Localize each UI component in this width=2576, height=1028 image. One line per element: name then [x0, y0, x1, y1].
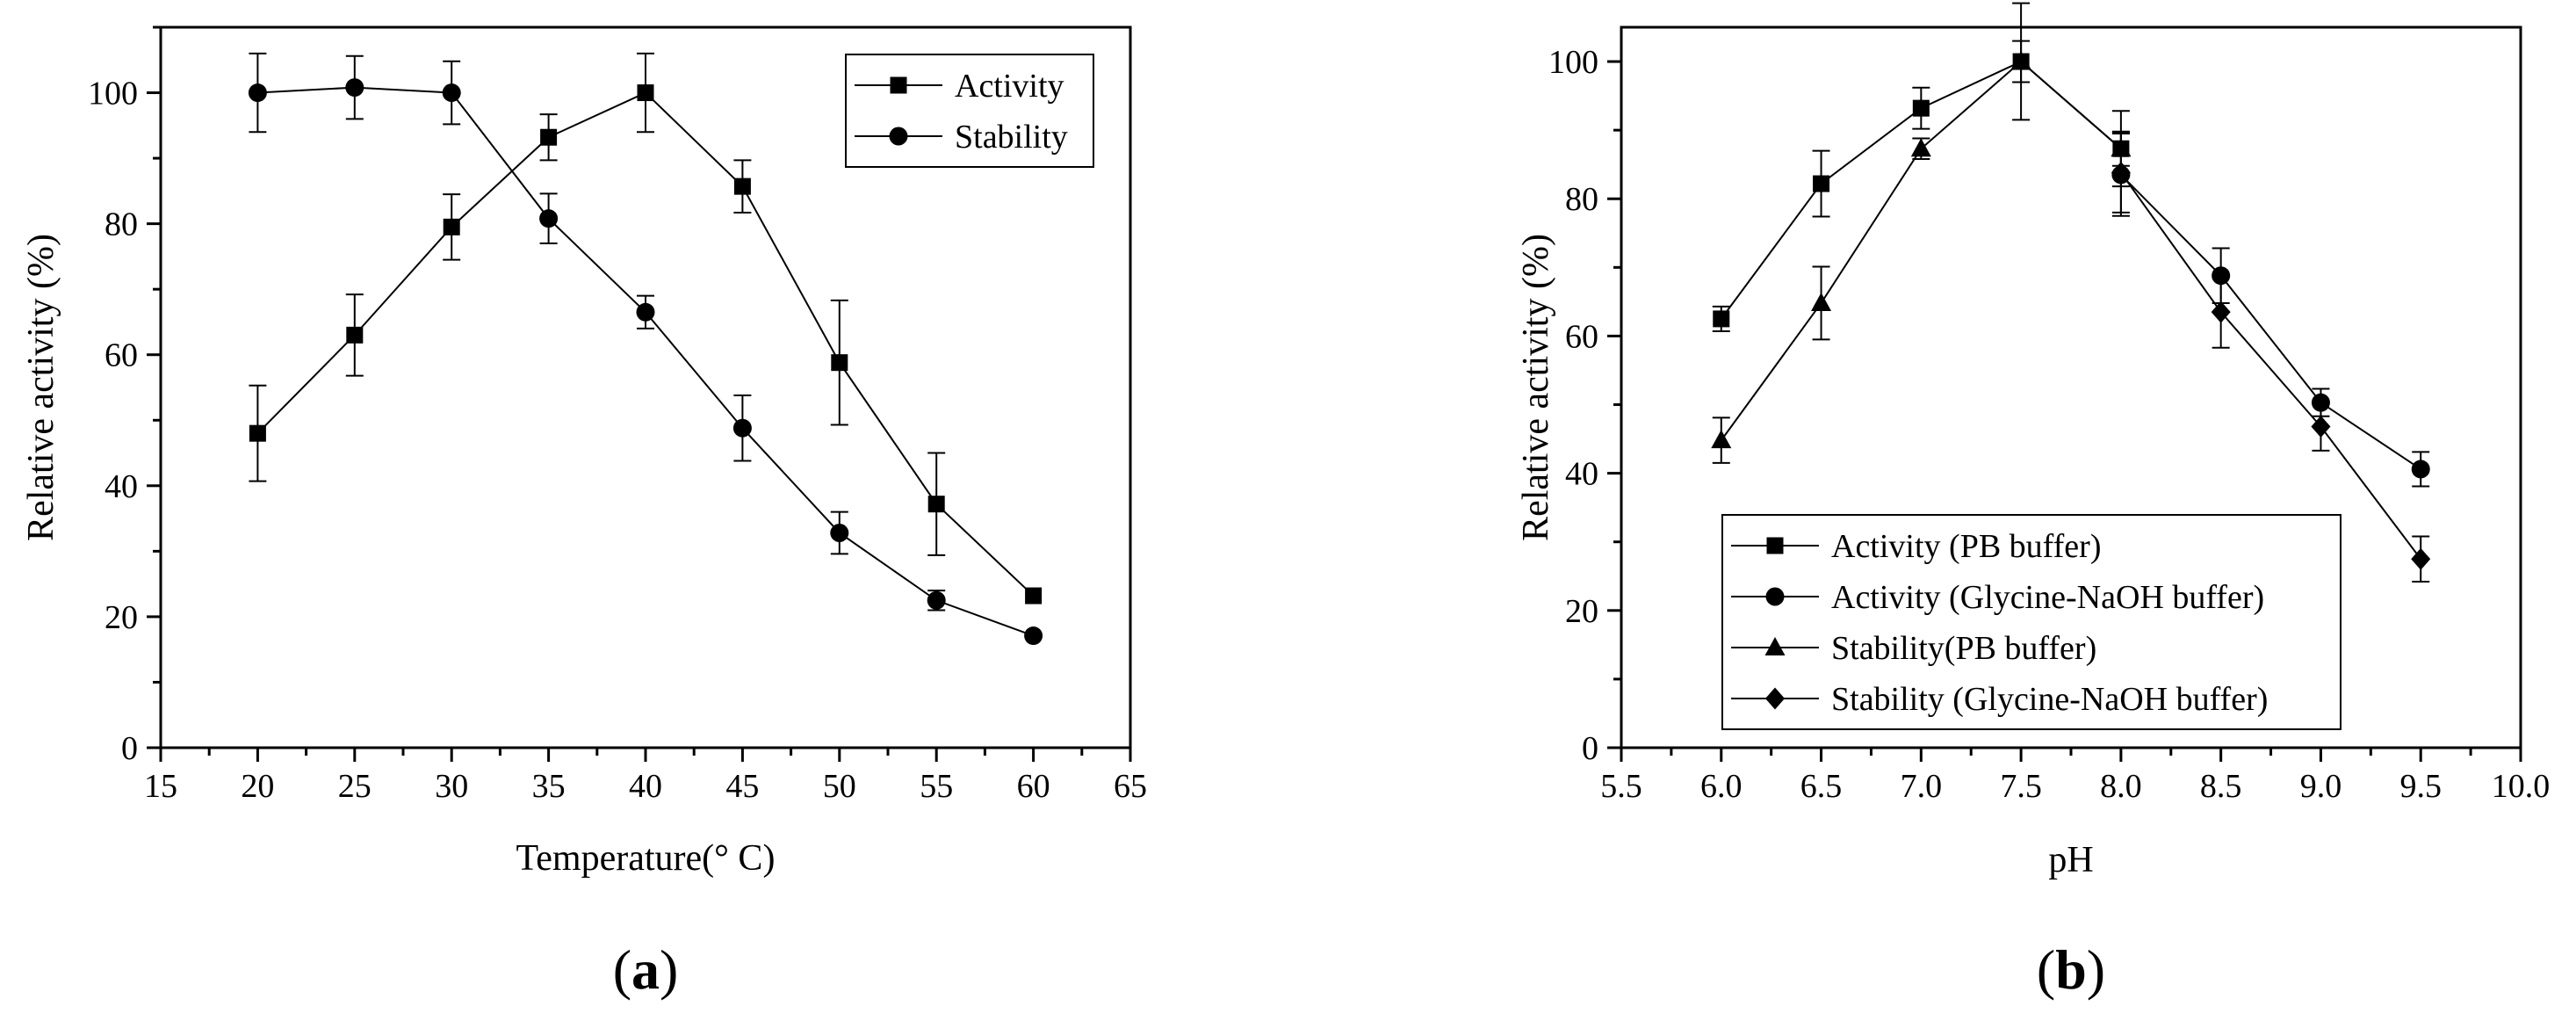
- y-axis-title-b: Relative activity (%): [1516, 234, 1556, 541]
- x-tick-label-a: 20: [241, 768, 274, 805]
- data-point-b-activity-glycine-naoh-buffer: [2411, 460, 2430, 479]
- data-point-a-stability: [442, 83, 461, 103]
- x-tick-label-b: 8.5: [2200, 768, 2242, 805]
- legend-marker-a-stability: [889, 127, 908, 146]
- y-tick-label-b: 60: [1565, 318, 1598, 355]
- data-point-b-stability-pb-buffer: [1711, 430, 1732, 449]
- x-tick-label-b: 7.5: [2000, 768, 2042, 805]
- data-point-a-stability: [830, 523, 849, 542]
- series-line-a-stability: [257, 86, 1034, 637]
- data-point-b-activity-pb-buffer: [1713, 310, 1730, 328]
- x-tick-label-b: 9.5: [2399, 768, 2442, 805]
- series-line-b-activity-glycine-naoh-buffer: [2120, 174, 2421, 470]
- y-tick-label-a: 40: [105, 468, 138, 505]
- data-point-b-stability-glycine-naoh-buffer: [2311, 416, 2331, 438]
- chart-panel-a: 15 20 25 30 35 40 45 50 55 60 65 0 20 40 60 80 100 Temper…: [21, 25, 1147, 1001]
- y-tick-label-b: 100: [1548, 44, 1598, 81]
- data-point-a-stability: [539, 209, 559, 228]
- x-tick-label-b: 10.0: [2492, 768, 2551, 805]
- data-point-b-stability-pb-buffer: [1910, 138, 1931, 157]
- data-point-b-stability-pb-buffer: [2010, 51, 2031, 70]
- legend-label-b-activity-pb-buffer: Activity (PB buffer): [1831, 528, 2101, 565]
- data-point-a-stability: [636, 302, 655, 322]
- data-point-a-stability: [927, 590, 946, 610]
- data-point-b-stability-pb-buffer: [1811, 292, 1832, 311]
- legend-marker-b-stability-glycine-naoh-buffer: [1765, 687, 1785, 710]
- data-point-b-activity-pb-buffer: [1912, 99, 1930, 117]
- legend-label-a-stability: Stability: [955, 119, 1068, 156]
- y-tick-label-a: 20: [105, 599, 138, 636]
- x-tick-label-b: 6.0: [1700, 768, 1743, 805]
- data-point-a-stability: [248, 83, 267, 103]
- x-tick-label-a: 55: [920, 768, 953, 805]
- data-point-a-activity: [1025, 587, 1043, 604]
- x-axis-title-b: pH: [2048, 840, 2093, 880]
- panel-label-a: (a): [613, 938, 679, 1001]
- x-tick-label-b: 7.0: [1901, 768, 1943, 805]
- x-tick-label-b: 6.5: [1800, 768, 1843, 805]
- data-point-a-activity: [637, 84, 654, 102]
- data-point-b-stability-glycine-naoh-buffer: [2211, 300, 2231, 323]
- x-tick-label-a: 15: [144, 768, 177, 805]
- legend-label-b-activity-glycine-naoh-buffer: Activity (Glycine-NaOH buffer): [1831, 579, 2264, 616]
- x-tick-label-a: 45: [725, 768, 759, 805]
- legend-marker-b-stability-pb-buffer: [1764, 637, 1786, 655]
- x-tick-label-a: 60: [1017, 768, 1050, 805]
- x-tick-label-b: 9.0: [2300, 768, 2342, 805]
- data-point-a-activity: [249, 424, 266, 442]
- legend-marker-a-activity: [890, 76, 907, 94]
- legend-marker-b-activity-glycine-naoh-buffer: [1765, 587, 1785, 606]
- legend-label-b-stability-glycine-naoh-buffer: Stability (Glycine-NaOH buffer): [1831, 681, 2268, 718]
- x-tick-label-b: 8.0: [2100, 768, 2142, 805]
- legend-marker-b-activity-pb-buffer: [1766, 537, 1784, 554]
- legend-label-a-activity: Activity: [955, 68, 1064, 105]
- legend-label-b-stability-pb-buffer: Stability(PB buffer): [1831, 630, 2096, 667]
- y-tick-label-b: 80: [1565, 181, 1598, 218]
- data-point-a-stability: [345, 78, 364, 98]
- panel-label-b: (b): [2037, 938, 2105, 1001]
- x-tick-label-b: 5.5: [1600, 768, 1642, 805]
- y-tick-label-a: 100: [88, 76, 138, 112]
- series-line-b-stability-glycine-naoh-buffer: [2120, 171, 2422, 560]
- y-tick-label-a: 0: [121, 730, 138, 767]
- data-point-a-stability: [1024, 626, 1043, 646]
- data-point-a-activity: [927, 496, 945, 513]
- y-tick-label-a: 60: [105, 337, 138, 374]
- legend-box-b: [1721, 514, 2341, 730]
- y-tick-label-b: 40: [1565, 456, 1598, 493]
- data-point-b-stability-glycine-naoh-buffer: [2411, 547, 2431, 570]
- legend-box-a: [845, 54, 1094, 168]
- x-axis-title-a: Temperature(° C): [516, 838, 776, 879]
- series-line-a-activity: [256, 91, 1035, 597]
- data-point-a-activity: [831, 354, 848, 372]
- y-tick-label-a: 80: [105, 206, 138, 243]
- data-point-b-stability-glycine-naoh-buffer: [2111, 162, 2131, 185]
- data-point-a-activity: [443, 218, 460, 235]
- y-tick-label-b: 0: [1582, 730, 1598, 767]
- data-point-a-activity: [733, 177, 751, 195]
- x-tick-label-a: 50: [823, 768, 856, 805]
- x-tick-label-a: 65: [1114, 768, 1147, 805]
- x-tick-label-a: 35: [532, 768, 566, 805]
- y-axis-title-a: Relative activity (%): [21, 234, 61, 541]
- x-tick-label-a: 30: [435, 768, 468, 805]
- data-point-a-activity: [540, 128, 558, 146]
- x-tick-label-a: 40: [629, 768, 662, 805]
- data-point-a-stability: [732, 418, 752, 438]
- x-tick-label-a: 25: [338, 768, 372, 805]
- y-tick-label-b: 20: [1565, 593, 1598, 630]
- chart-panel-b: 5.5 6.0 6.5 7.0 7.5 8.0 8.5 9.0 9.5 10.0 0 20 40 60 80…: [1516, 2, 2551, 1001]
- data-point-b-activity-pb-buffer: [1813, 175, 1830, 192]
- data-point-a-activity: [346, 326, 364, 344]
